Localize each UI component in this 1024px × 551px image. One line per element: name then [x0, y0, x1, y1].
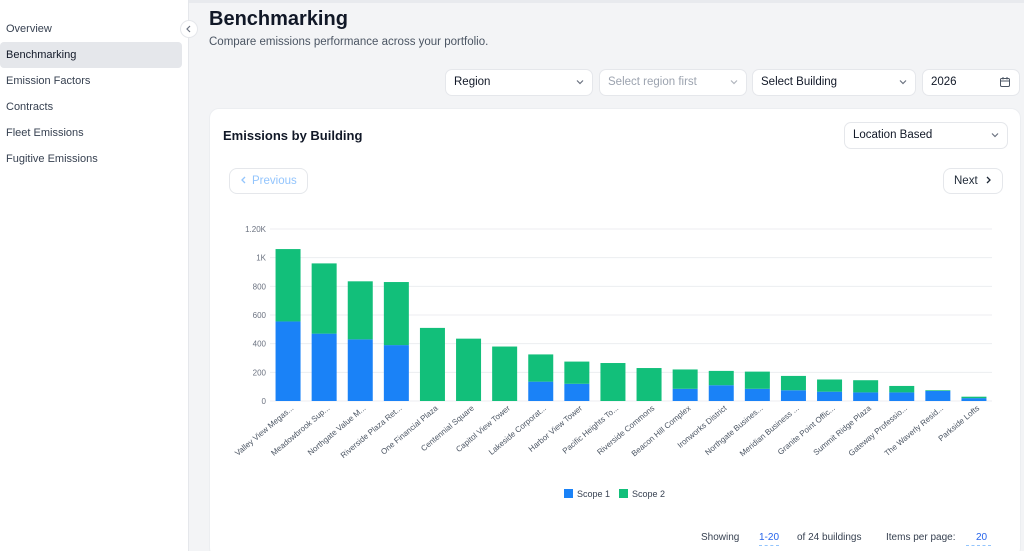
card-title: Emissions by Building	[223, 128, 363, 143]
building-select-value: Select Building	[761, 76, 838, 88]
bar-scope2	[925, 390, 951, 391]
year-picker[interactable]: 2026	[922, 69, 1020, 96]
bar-scope2	[275, 249, 301, 322]
sidebar: Overview Benchmarking Emission Factors C…	[0, 0, 189, 551]
bar-scope2	[853, 380, 879, 393]
sidebar-item-overview[interactable]: Overview	[6, 23, 52, 35]
bar-scope1	[853, 392, 879, 401]
bar-scope2	[744, 371, 770, 389]
chevron-down-icon	[899, 80, 907, 85]
top-border	[0, 0, 1024, 3]
showing-label: Showing	[701, 532, 740, 543]
bar-scope2	[383, 282, 409, 346]
bar-scope1	[780, 390, 806, 401]
y-tick-label: 1.20K	[245, 225, 267, 234]
legend-label-scope2: Scope 2	[632, 489, 665, 499]
next-button-label: Next	[954, 175, 978, 187]
bar-scope1	[528, 381, 554, 401]
bar-scope2	[528, 354, 554, 382]
bar-scope1	[925, 390, 951, 401]
sidebar-item-benchmarking[interactable]: Benchmarking	[0, 42, 182, 68]
items-per-page-select[interactable]: 20	[966, 532, 992, 546]
y-tick-label: 1K	[256, 254, 266, 263]
page-title: Benchmarking	[209, 8, 348, 30]
emissions-bar-chart: 0 200 400 600 800 1K 1.20K Valley View Megas...…	[233, 225, 992, 499]
y-tick-label: 0	[262, 397, 267, 406]
chevron-left-icon	[241, 176, 246, 184]
y-tick-label: 800	[253, 282, 267, 291]
sidebar-item-contracts[interactable]: Contracts	[6, 101, 54, 113]
bar-scope2	[419, 327, 445, 401]
bar-scope2	[600, 363, 626, 401]
bar-scope1	[817, 391, 843, 401]
legend-swatch-scope1	[564, 489, 573, 498]
calendar-icon	[1000, 77, 1010, 87]
method-select[interactable]: Location Based	[844, 122, 1008, 149]
bar-scope1	[383, 345, 409, 401]
bar-scope2	[780, 375, 806, 391]
total-count: of 24 buildings	[797, 532, 862, 543]
chevron-down-icon	[576, 80, 584, 85]
bar-scope1	[275, 321, 301, 401]
chevron-down-icon	[730, 80, 738, 85]
bar-scope2	[636, 368, 662, 401]
next-button[interactable]: Next	[943, 168, 1003, 194]
previous-button[interactable]: Previous	[229, 168, 308, 194]
legend-swatch-scope2	[619, 489, 628, 498]
bar-scope1	[889, 392, 915, 401]
bar-scope2	[564, 361, 590, 384]
year-picker-value: 2026	[931, 76, 957, 88]
bar-scope2	[347, 281, 373, 340]
region-select-value: Region	[454, 76, 491, 88]
bar-scope2	[817, 379, 843, 392]
sidebar-collapse-button[interactable]	[180, 20, 198, 38]
sidebar-item-fugitive-emissions[interactable]: Fugitive Emissions	[6, 153, 98, 165]
chevron-right-icon	[986, 176, 991, 184]
bar-scope2	[311, 263, 337, 334]
bar-scope1	[961, 398, 987, 401]
items-per-page-label: Items per page:	[886, 532, 956, 543]
bar-scope1	[564, 383, 590, 401]
bar-scope1	[347, 339, 373, 401]
bar-scope1	[744, 388, 770, 401]
method-select-value: Location Based	[853, 129, 933, 141]
sidebar-item-fleet-emissions[interactable]: Fleet Emissions	[6, 127, 84, 139]
bar-scope2	[708, 370, 734, 386]
emissions-chart-card: Emissions by Building Location Based Pre…	[209, 108, 1021, 551]
bar-scope2	[961, 396, 987, 399]
subregion-select-value: Select region first	[608, 76, 697, 88]
sidebar-item-emission-factors[interactable]: Emission Factors	[6, 75, 91, 87]
bar-scope2	[456, 338, 482, 401]
page-subtitle: Compare emissions performance across you…	[209, 36, 489, 48]
y-tick-label: 600	[253, 311, 267, 320]
bar-scope1	[311, 333, 337, 401]
bar-scope2	[889, 385, 915, 393]
subregion-select[interactable]: Select region first	[599, 69, 747, 96]
building-select[interactable]: Select Building	[752, 69, 916, 96]
previous-button-label: Previous	[252, 175, 297, 187]
y-tick-label: 400	[253, 340, 267, 349]
chevron-left-icon	[186, 25, 191, 33]
bar-scope1	[708, 385, 734, 401]
legend-label-scope1: Scope 1	[577, 489, 610, 499]
bar-scope2	[492, 346, 518, 401]
page-range[interactable]: 1-20	[759, 532, 780, 546]
chevron-down-icon	[991, 133, 999, 138]
main-content: Benchmarking Compare emissions performan…	[190, 0, 1024, 551]
x-tick-label: Valley View Megas...	[233, 404, 295, 458]
x-tick-label: Riverside Plaza Ret...	[339, 404, 404, 460]
x-tick-label: Meridian Business ...	[738, 404, 801, 459]
bar-scope2	[672, 369, 698, 389]
x-tick-label: Beacon Hill Complex	[630, 404, 693, 459]
region-select[interactable]: Region	[445, 69, 593, 96]
bar-scope1	[672, 388, 698, 401]
y-tick-label: 200	[253, 368, 267, 377]
